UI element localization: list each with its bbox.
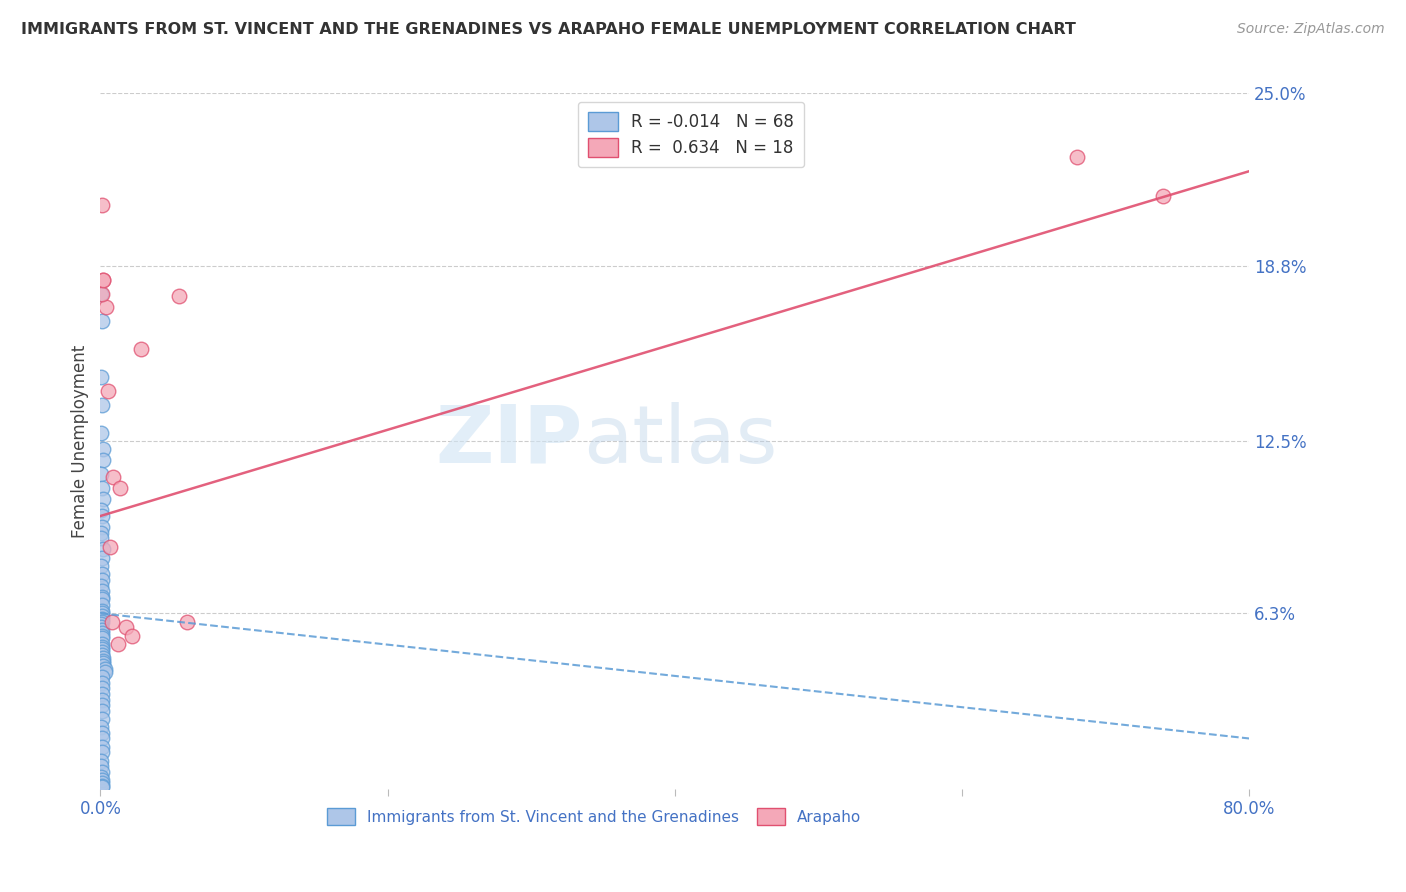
Point — [91, 492, 114, 507]
Point — [90, 612, 112, 626]
Point — [90, 692, 112, 706]
Point — [91, 273, 114, 287]
Point — [90, 745, 112, 759]
Point — [1066, 150, 1088, 164]
Point — [90, 617, 112, 632]
Point — [90, 520, 112, 534]
Point — [90, 370, 112, 384]
Point — [90, 578, 112, 592]
Point — [90, 598, 112, 612]
Point — [90, 780, 112, 794]
Point — [90, 286, 112, 301]
Point — [90, 286, 112, 301]
Point — [90, 573, 112, 587]
Point — [90, 764, 112, 779]
Point — [90, 559, 112, 574]
Point — [90, 681, 112, 696]
Point — [90, 712, 112, 726]
Point — [176, 615, 198, 629]
Point — [90, 720, 112, 734]
Point — [90, 754, 112, 768]
Point — [90, 632, 112, 646]
Point — [90, 640, 112, 654]
Point — [90, 592, 112, 607]
Point — [91, 650, 114, 665]
Text: Source: ZipAtlas.com: Source: ZipAtlas.com — [1237, 22, 1385, 37]
Point — [90, 314, 112, 328]
Point — [91, 654, 114, 668]
Point — [90, 620, 112, 634]
Point — [90, 687, 112, 701]
Point — [90, 771, 112, 785]
Point — [96, 384, 118, 398]
Point — [91, 657, 114, 671]
Point — [90, 531, 112, 545]
Point — [90, 590, 112, 604]
Text: IMMIGRANTS FROM ST. VINCENT AND THE GRENADINES VS ARAPAHO FEMALE UNEMPLOYMENT CO: IMMIGRANTS FROM ST. VINCENT AND THE GREN… — [21, 22, 1076, 37]
Text: ZIP: ZIP — [436, 402, 583, 480]
Point — [90, 759, 112, 773]
Point — [90, 550, 112, 565]
Point — [91, 273, 114, 287]
Point — [90, 508, 112, 523]
Point — [90, 584, 112, 599]
Point — [90, 776, 112, 790]
Point — [90, 670, 112, 684]
Point — [129, 342, 152, 356]
Legend: Immigrants from St. Vincent and the Grenadines, Arapaho: Immigrants from St. Vincent and the Gren… — [319, 800, 869, 833]
Point — [91, 398, 114, 412]
Text: atlas: atlas — [583, 402, 778, 480]
Point — [90, 731, 112, 746]
Point — [91, 453, 114, 467]
Point — [90, 615, 112, 629]
Point — [94, 301, 117, 315]
Point — [121, 629, 143, 643]
Point — [90, 629, 112, 643]
Point — [90, 609, 112, 624]
Point — [90, 623, 112, 637]
Point — [90, 481, 112, 495]
Point — [115, 620, 138, 634]
Point — [90, 698, 112, 712]
Point — [90, 625, 112, 640]
Point — [107, 637, 129, 651]
Point — [91, 442, 114, 457]
Point — [90, 467, 112, 482]
Point — [90, 773, 112, 788]
Point — [90, 197, 112, 211]
Point — [91, 659, 114, 673]
Point — [90, 637, 112, 651]
Point — [90, 503, 112, 517]
Point — [90, 607, 112, 621]
Point — [90, 567, 112, 582]
Y-axis label: Female Unemployment: Female Unemployment — [72, 344, 89, 538]
Point — [101, 615, 124, 629]
Point — [90, 642, 112, 657]
Point — [100, 540, 122, 554]
Point — [90, 676, 112, 690]
Point — [90, 525, 112, 540]
Point — [110, 481, 132, 495]
Point — [169, 289, 191, 303]
Point — [90, 645, 112, 659]
Point — [91, 542, 114, 557]
Point — [93, 662, 115, 676]
Point — [90, 603, 112, 617]
Point — [90, 425, 112, 440]
Point — [90, 739, 112, 754]
Point — [103, 470, 125, 484]
Point — [90, 648, 112, 662]
Point — [90, 726, 112, 740]
Point — [1152, 189, 1174, 203]
Point — [93, 665, 115, 679]
Point — [90, 779, 112, 793]
Point — [90, 704, 112, 718]
